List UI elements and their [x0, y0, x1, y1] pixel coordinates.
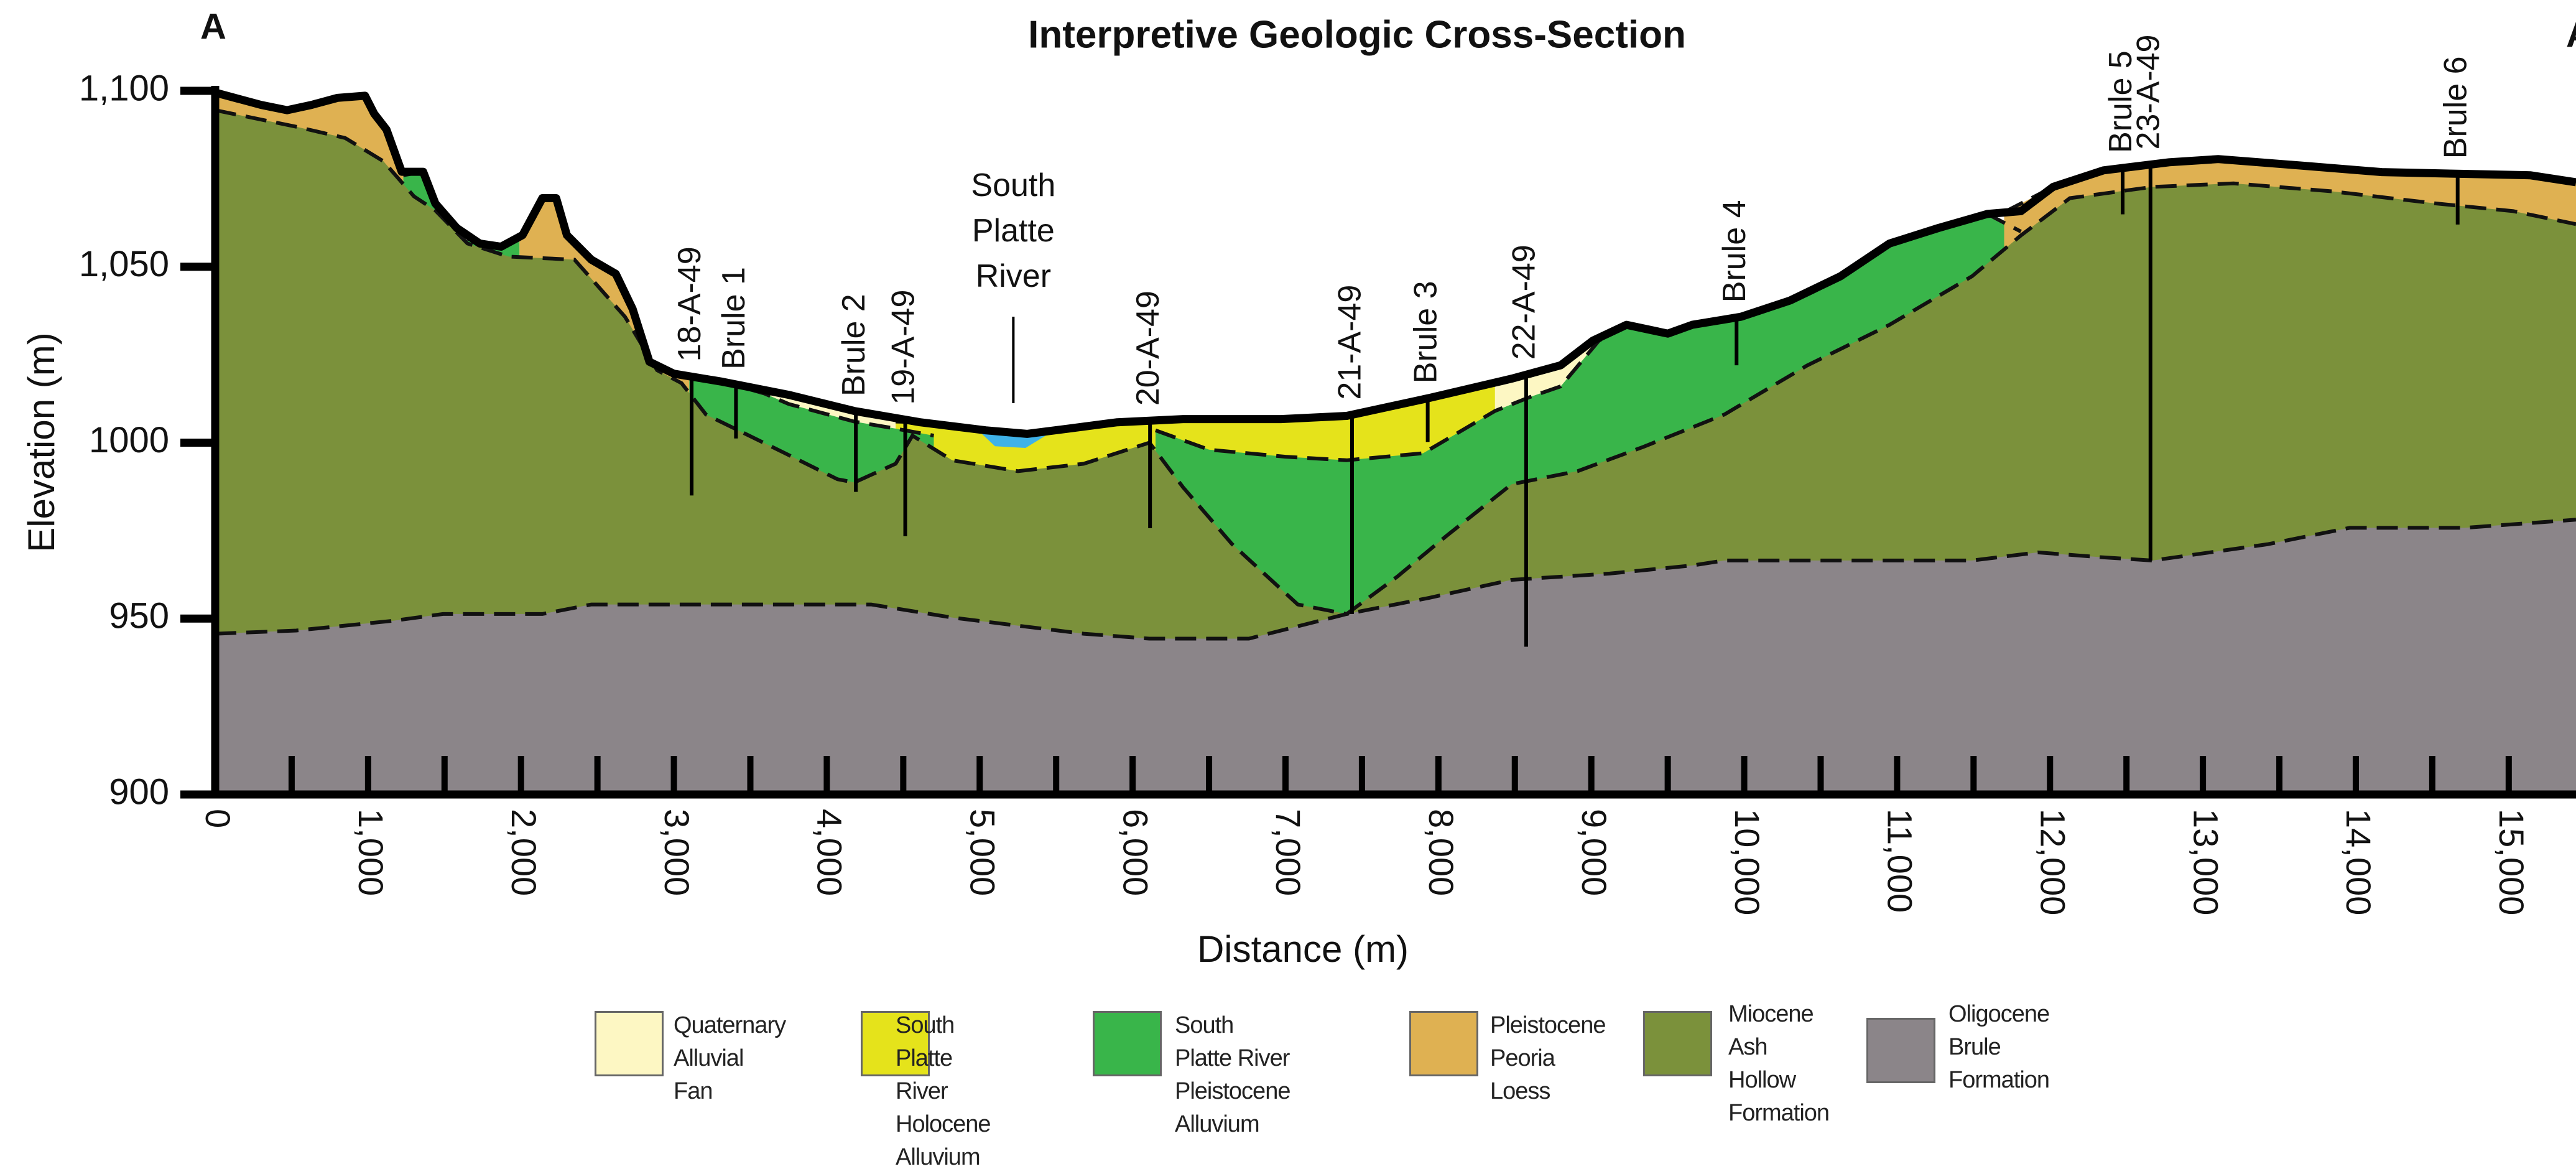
x-tick-label: 13,000	[2186, 809, 2225, 915]
well-label: Brule 2	[836, 294, 872, 396]
x-tick-label: 11,000	[1881, 809, 1920, 913]
y-tick-label: 950	[109, 596, 169, 636]
x-tick-label: 5,000	[963, 809, 1002, 896]
well-label: 18-A-49	[672, 246, 708, 361]
well-label: 21-A-49	[1332, 285, 1368, 400]
well-label: Brule 6	[2437, 56, 2473, 159]
x-tick-label: 6,000	[1116, 809, 1155, 896]
y-tick-label: 1,050	[79, 244, 169, 284]
legend-label: Miocene Ash Hollow Formation	[1728, 998, 1829, 1130]
legend-swatch	[595, 1011, 664, 1076]
well-label: Brule 1	[716, 267, 752, 370]
x-tick-label: 3,000	[657, 809, 697, 896]
x-tick-label: 4,000	[810, 809, 850, 896]
x-tick-label: 7,000	[1269, 809, 1308, 896]
page: Interpretive Geologic Cross-Section A A'…	[0, 0, 2576, 1110]
chart: Interpretive Geologic Cross-Section A A'…	[0, 0, 2576, 1110]
legend-label: Pleistocene Peoria Loess	[1490, 1009, 1605, 1108]
y-tick-label: 900	[109, 771, 169, 812]
y-tick-label: 1000	[89, 420, 169, 460]
legend-label: South Platte River Pleistocene Alluvium	[1175, 1009, 1290, 1141]
x-tick-label: 9,000	[1575, 809, 1614, 896]
legend-swatch	[1866, 1018, 1935, 1083]
well-label: Brule 4	[1717, 200, 1753, 303]
legend-swatch	[1643, 1011, 1712, 1076]
x-tick-label: 14,000	[2339, 809, 2378, 915]
well-label: 19-A-49	[885, 290, 921, 405]
legend-swatch	[1409, 1011, 1478, 1076]
legend-label: Oligocene Brule Formation	[1948, 998, 2049, 1097]
layers	[215, 93, 2576, 794]
section-end-label: A'	[2566, 14, 2576, 55]
chart-title: Interpretive Geologic Cross-Section	[1028, 13, 1686, 56]
x-tick-label: 8,000	[1422, 809, 1461, 896]
x-axis-label: Distance (m)	[1197, 928, 1409, 970]
x-tick-label: 10,000	[1728, 809, 1767, 915]
x-tick-label: 12,000	[2033, 809, 2072, 915]
well-label: 20-A-49	[1130, 291, 1166, 406]
x-tick-label: 1,000	[351, 809, 391, 896]
river-annotation: South Platte River	[920, 163, 1106, 299]
legend-label: Quaternary Alluvial Fan	[674, 1009, 785, 1108]
y-axis-label: Elevation (m)	[21, 332, 62, 552]
y-tick-label: 1,100	[79, 68, 169, 108]
x-tick-label: 2,000	[504, 809, 544, 896]
section-start-label: A	[200, 6, 226, 47]
x-tick-label: 15,000	[2492, 809, 2531, 915]
x-tick-label: 0	[198, 809, 238, 828]
legend-label: South Platte River Holocene Alluvium	[896, 1009, 991, 1174]
well-label: 23-A-49	[2131, 35, 2167, 150]
well-label: Brule 3	[1407, 281, 1443, 383]
legend-swatch	[1093, 1011, 1162, 1076]
well-label: 22-A-49	[1506, 245, 1542, 360]
